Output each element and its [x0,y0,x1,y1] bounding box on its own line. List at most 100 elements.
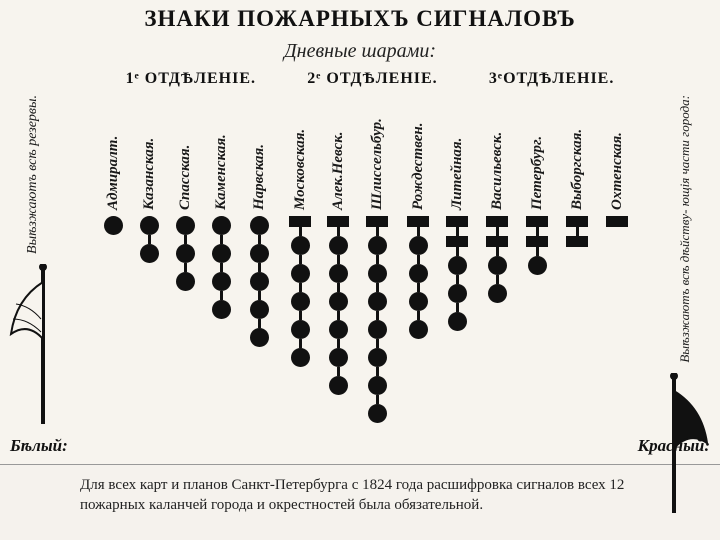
shape-stack [526,216,548,275]
circle-icon [176,244,195,263]
left-flag-column: Выѣзжаютъ всѣ резервы. [8,95,58,424]
connector-line [299,283,302,292]
signal-column: Московская. [285,100,315,367]
section-headers: 1ᵉ ОТДѢЛЕНІЕ. 2ᵉ ОТДѢЛЕНІЕ. 3ᵉОТДѢЛЕНІЕ. [100,70,640,88]
circle-icon [329,264,348,283]
connector-line [258,263,261,272]
circle-icon [368,376,387,395]
connector-line [337,255,340,264]
square-icon [446,236,468,247]
shape-stack [606,216,628,227]
district-label: Шлиссельбур. [369,100,386,210]
connector-line [299,311,302,320]
shape-stack [250,216,269,347]
circle-icon [528,256,547,275]
signal-column: Рождествен. [403,100,433,339]
circle-icon [409,236,428,255]
circle-icon [368,320,387,339]
shape-stack [446,216,468,331]
circle-icon [409,320,428,339]
caption-text: Для всех карт и планов Санкт-Петербурга … [80,475,660,516]
square-icon [566,216,588,227]
connector-line [496,227,499,236]
connector-line [536,247,539,256]
connector-line [456,303,459,312]
signal-column: Алек.Невск. [323,100,353,395]
diagram-area: ЗНАКИ ПОЖАРНЫХЪ СИГНАЛОВЪ Дневные шарами… [0,0,720,465]
subtitle: Дневные шарами: [0,40,720,63]
district-label: Рождествен. [410,100,427,210]
connector-line [576,227,579,236]
circle-icon [140,216,159,235]
connector-line [456,227,459,236]
connector-line [184,235,187,244]
shape-stack [289,216,311,367]
circle-icon [368,348,387,367]
signal-column: Петербург. [522,100,552,275]
circle-icon [291,236,310,255]
connector-line [220,291,223,300]
circle-icon [368,292,387,311]
signal-column: Выборгская. [562,100,592,247]
circle-icon [409,264,428,283]
connector-line [376,311,379,320]
connector-line [220,235,223,244]
circle-icon [291,264,310,283]
district-label: Нарвская. [251,100,268,210]
signal-column: Казанская. [134,100,164,263]
circle-icon [176,272,195,291]
connector-line [258,319,261,328]
shape-stack [407,216,429,339]
square-icon [327,216,349,227]
signal-column: Адмиралт. [98,100,128,235]
connector-line [258,291,261,300]
circle-icon [368,404,387,423]
square-icon [566,236,588,247]
connector-line [417,283,420,292]
connector-line [456,275,459,284]
district-label: Казанская. [141,100,158,210]
circle-icon [212,300,231,319]
circle-icon [329,292,348,311]
square-icon [366,216,388,227]
connector-line [496,247,499,256]
connector-line [376,339,379,348]
circle-icon [368,236,387,255]
connector-line [376,255,379,264]
district-label: Московская. [292,100,309,210]
district-label: Литейная. [449,100,466,210]
district-label: Петербург. [529,100,546,210]
connector-line [299,255,302,264]
circle-icon [488,256,507,275]
signal-column: Каменская. [206,100,236,319]
connector-line [496,275,499,284]
circle-icon [104,216,123,235]
signal-column: Охтенская. [602,100,632,227]
square-icon [606,216,628,227]
white-flag-icon [8,264,58,424]
circle-icon [291,320,310,339]
district-label: Алек.Невск. [330,100,347,210]
circle-icon [250,300,269,319]
connector-line [417,255,420,264]
section-3: 3ᵉОТДѢЛЕНІЕ. [489,70,614,88]
connector-line [299,339,302,348]
circle-icon [212,216,231,235]
signal-column: Нарвская. [244,100,274,347]
shape-stack [327,216,349,395]
connector-line [376,227,379,236]
district-label: Каменская. [213,100,230,210]
circle-icon [250,328,269,347]
circle-icon [329,348,348,367]
circle-icon [212,272,231,291]
connector-line [337,283,340,292]
circle-icon [291,348,310,367]
circle-icon [250,216,269,235]
district-label: Васильевск. [489,100,506,210]
district-label: Охтенская. [609,100,626,210]
right-corner-label: Красный: [638,436,710,456]
square-icon [526,236,548,247]
connector-line [376,283,379,292]
shape-stack [486,216,508,303]
connector-line [258,235,261,244]
